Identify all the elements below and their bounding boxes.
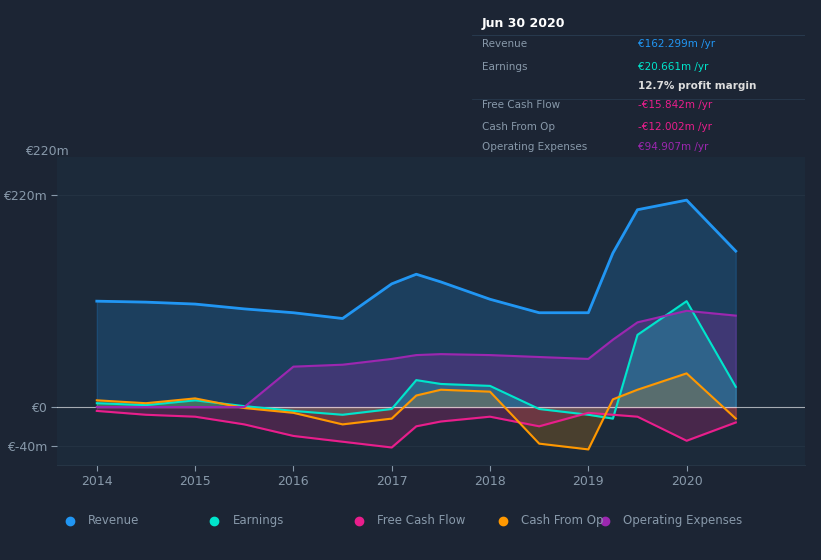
Text: Operating Expenses: Operating Expenses bbox=[482, 142, 587, 152]
Text: Operating Expenses: Operating Expenses bbox=[622, 514, 742, 528]
Text: Free Cash Flow: Free Cash Flow bbox=[482, 100, 560, 110]
Text: -€15.842m /yr: -€15.842m /yr bbox=[639, 100, 713, 110]
Text: -€12.002m /yr: -€12.002m /yr bbox=[639, 123, 713, 133]
Text: Jun 30 2020: Jun 30 2020 bbox=[482, 17, 566, 30]
Text: Earnings: Earnings bbox=[232, 514, 284, 528]
Text: Revenue: Revenue bbox=[88, 514, 140, 528]
Text: 12.7% profit margin: 12.7% profit margin bbox=[639, 81, 757, 91]
Text: Cash From Op: Cash From Op bbox=[521, 514, 604, 528]
Text: Earnings: Earnings bbox=[482, 62, 528, 72]
Text: €20.661m /yr: €20.661m /yr bbox=[639, 62, 709, 72]
Text: Revenue: Revenue bbox=[482, 39, 527, 49]
Text: Free Cash Flow: Free Cash Flow bbox=[377, 514, 466, 528]
Text: Cash From Op: Cash From Op bbox=[482, 123, 555, 133]
Text: €220m: €220m bbox=[25, 144, 68, 158]
Text: €162.299m /yr: €162.299m /yr bbox=[639, 39, 715, 49]
Text: €94.907m /yr: €94.907m /yr bbox=[639, 142, 709, 152]
